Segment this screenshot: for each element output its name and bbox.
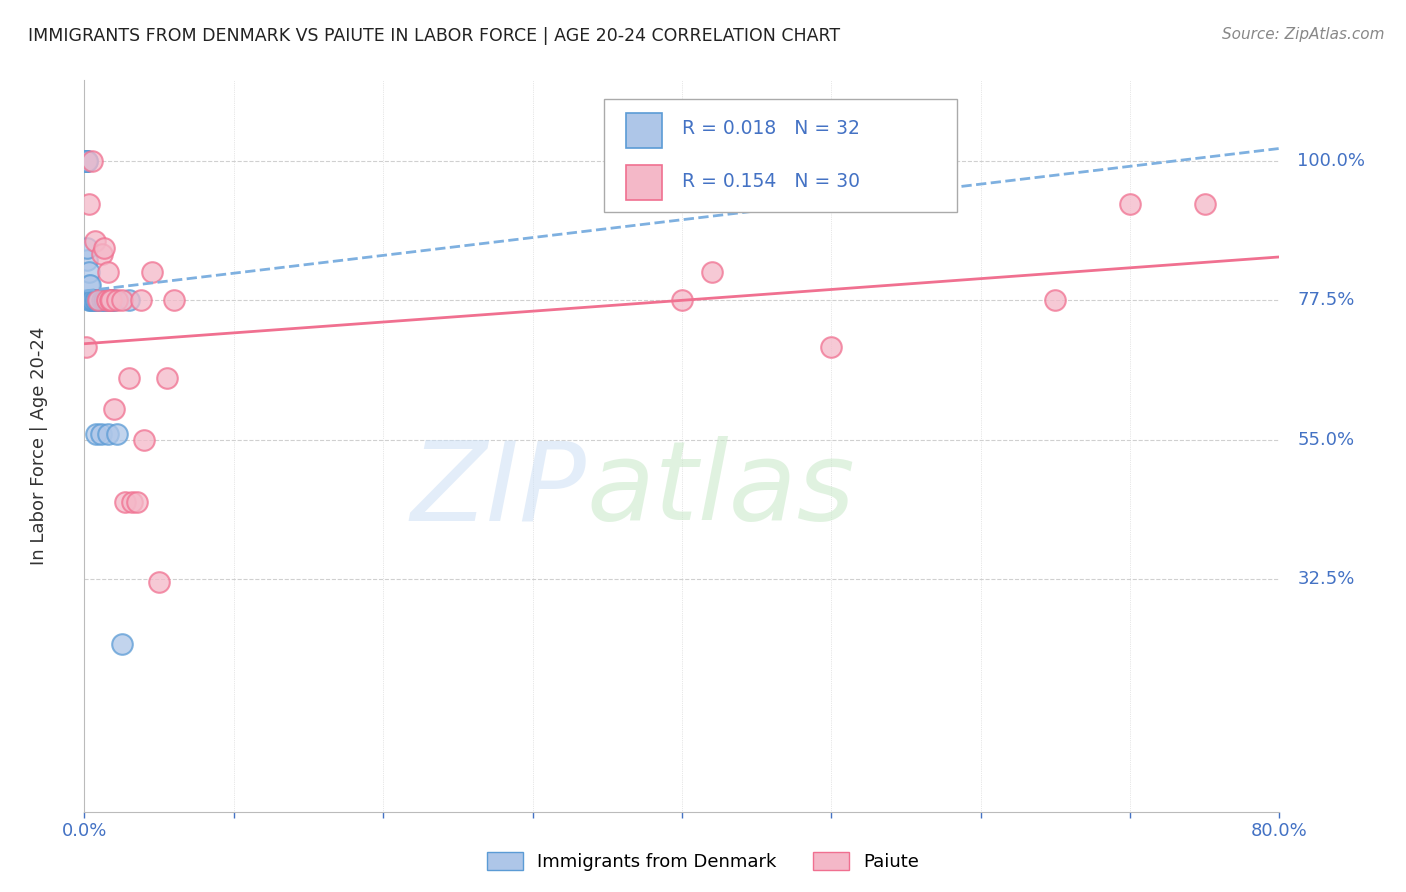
Point (86, 426, 108, 441)
Text: atlas: atlas (586, 436, 855, 543)
Point (97, 426, 120, 441)
Point (79, 277, 101, 292)
Point (103, 401, 125, 416)
Point (94, 293, 117, 308)
Point (114, 495, 136, 509)
Point (111, 293, 134, 308)
Point (75, 153, 97, 168)
Text: 100.0%: 100.0% (1298, 152, 1365, 169)
Point (118, 371, 141, 385)
Point (101, 293, 124, 308)
Point (76, 253, 98, 268)
Point (155, 371, 177, 385)
Point (103, 293, 125, 308)
Bar (626, 113, 662, 148)
Point (118, 293, 141, 308)
Point (83, 293, 105, 308)
Point (77, 293, 100, 308)
Point (129, 293, 152, 308)
Point (76, 153, 98, 168)
Bar (626, 165, 662, 200)
Point (121, 495, 143, 509)
Point (111, 637, 134, 651)
Point (93, 241, 115, 255)
Text: R = 0.018   N = 32: R = 0.018 N = 32 (682, 120, 860, 138)
Point (671, 293, 693, 308)
Point (141, 265, 163, 279)
Point (105, 293, 128, 308)
Point (100, 293, 122, 308)
Point (97, 265, 120, 279)
Point (96, 293, 118, 308)
Point (87, 293, 110, 308)
Point (125, 495, 148, 509)
Point (1194, 197, 1216, 211)
Point (132, 433, 156, 447)
Point (83, 235, 105, 249)
Point (91, 247, 114, 261)
Point (76, 153, 98, 168)
Point (96, 293, 118, 308)
Point (98, 293, 121, 308)
Point (1119, 197, 1142, 211)
Text: 77.5%: 77.5% (1298, 292, 1355, 310)
Text: In Labor Force | Age 20-24: In Labor Force | Age 20-24 (30, 326, 48, 566)
Point (77, 277, 100, 292)
Text: 32.5%: 32.5% (1298, 570, 1355, 588)
Point (700, 265, 723, 279)
Point (76, 241, 98, 255)
Point (80, 293, 103, 308)
Point (105, 426, 128, 441)
Text: IMMIGRANTS FROM DENMARK VS PAIUTE IN LABOR FORCE | AGE 20-24 CORRELATION CHART: IMMIGRANTS FROM DENMARK VS PAIUTE IN LAB… (28, 27, 841, 45)
Point (80, 153, 103, 168)
Point (148, 575, 170, 590)
Point (82, 293, 104, 308)
Point (75, 153, 97, 168)
Point (93, 293, 115, 308)
Point (77, 265, 100, 279)
Point (75, 340, 97, 354)
Point (91, 293, 114, 308)
FancyBboxPatch shape (605, 99, 957, 212)
Point (87, 293, 110, 308)
Legend: Immigrants from Denmark, Paiute: Immigrants from Denmark, Paiute (479, 845, 927, 879)
Text: ZIP: ZIP (411, 436, 586, 543)
Text: Source: ZipAtlas.com: Source: ZipAtlas.com (1222, 27, 1385, 42)
Point (820, 340, 842, 354)
Point (163, 293, 186, 308)
Point (89, 293, 111, 308)
Point (98, 293, 121, 308)
Point (1045, 293, 1067, 308)
Text: 55.0%: 55.0% (1298, 431, 1354, 449)
Point (75, 153, 97, 168)
Point (86, 293, 108, 308)
Point (100, 293, 122, 308)
Point (77, 197, 100, 211)
Text: R = 0.154   N = 30: R = 0.154 N = 30 (682, 171, 860, 191)
Point (79, 293, 101, 308)
Point (90, 426, 112, 441)
